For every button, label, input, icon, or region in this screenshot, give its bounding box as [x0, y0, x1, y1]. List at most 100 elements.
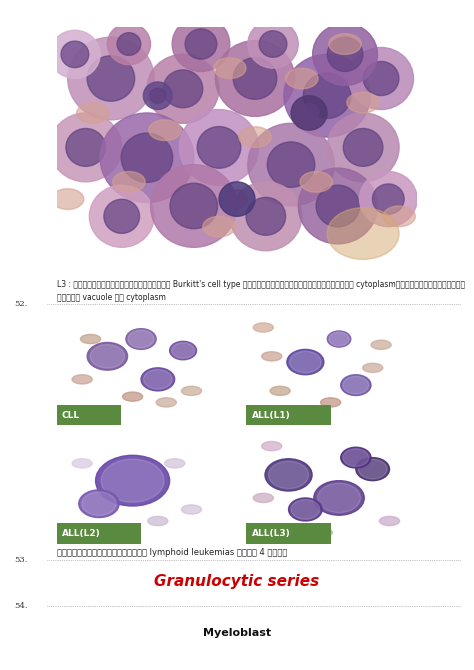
Circle shape: [373, 184, 404, 214]
Text: ALL(L1): ALL(L1): [252, 411, 290, 419]
FancyBboxPatch shape: [246, 523, 331, 544]
Text: ALL(L2): ALL(L2): [62, 529, 100, 538]
Circle shape: [126, 329, 156, 349]
FancyBboxPatch shape: [57, 405, 121, 425]
Circle shape: [230, 182, 302, 251]
Ellipse shape: [327, 208, 399, 259]
Text: ALL(L3): ALL(L3): [252, 529, 290, 538]
Ellipse shape: [329, 34, 361, 54]
Circle shape: [143, 82, 172, 109]
Ellipse shape: [156, 398, 176, 407]
Text: 54.: 54.: [14, 602, 27, 610]
Text: และมี vacuole ใน cytoplasm: และมี vacuole ใน cytoplasm: [57, 293, 166, 302]
Circle shape: [170, 341, 197, 360]
Circle shape: [89, 186, 154, 247]
Circle shape: [327, 38, 363, 72]
Circle shape: [170, 183, 218, 228]
Circle shape: [289, 498, 322, 521]
Circle shape: [141, 368, 174, 391]
Circle shape: [363, 62, 399, 96]
Ellipse shape: [214, 58, 246, 78]
Circle shape: [104, 199, 139, 233]
Circle shape: [356, 458, 390, 480]
Circle shape: [291, 96, 327, 130]
Circle shape: [233, 58, 277, 99]
Circle shape: [66, 129, 106, 166]
Circle shape: [343, 129, 383, 166]
Ellipse shape: [149, 120, 181, 141]
Circle shape: [358, 460, 387, 479]
Circle shape: [259, 31, 287, 58]
Circle shape: [313, 23, 377, 85]
Circle shape: [246, 198, 286, 235]
Circle shape: [150, 88, 166, 103]
Circle shape: [316, 185, 360, 227]
Ellipse shape: [363, 363, 383, 373]
Circle shape: [343, 377, 369, 394]
Circle shape: [269, 461, 309, 488]
Ellipse shape: [164, 459, 185, 468]
Circle shape: [265, 459, 312, 491]
Ellipse shape: [203, 216, 235, 237]
Circle shape: [68, 37, 154, 120]
Circle shape: [90, 344, 125, 368]
Circle shape: [151, 165, 237, 247]
Circle shape: [144, 370, 172, 389]
Circle shape: [248, 20, 298, 68]
Circle shape: [117, 33, 141, 56]
Circle shape: [227, 190, 247, 208]
Circle shape: [50, 30, 100, 78]
Circle shape: [147, 54, 219, 123]
Ellipse shape: [300, 172, 332, 192]
Text: เปรียบเทียบให้เห็น lymphoid leukemias ทั้ง 4 ชนิด: เปรียบเทียบให้เห็น lymphoid leukemias ทั…: [57, 548, 287, 557]
Ellipse shape: [262, 442, 282, 451]
Circle shape: [107, 23, 151, 65]
Ellipse shape: [379, 517, 400, 525]
Circle shape: [219, 182, 255, 216]
Circle shape: [299, 103, 319, 123]
Ellipse shape: [262, 352, 282, 361]
Circle shape: [79, 490, 119, 517]
FancyBboxPatch shape: [57, 523, 141, 544]
Circle shape: [185, 29, 217, 59]
Circle shape: [359, 172, 417, 226]
Circle shape: [248, 123, 334, 206]
Text: CLL: CLL: [62, 411, 80, 419]
Text: L3 : เรียกอีกอย่างหนึ่งว่า Burkitt's cell type มีลักษณะที่เห็นได้ชัดคือ cytoplas: L3 : เรียกอีกอย่างหนึ่งว่า Burkitt's cel…: [57, 280, 465, 289]
FancyBboxPatch shape: [246, 405, 331, 425]
Circle shape: [128, 330, 154, 348]
Ellipse shape: [72, 459, 92, 468]
Circle shape: [349, 48, 413, 109]
Circle shape: [318, 483, 361, 513]
Circle shape: [284, 54, 370, 137]
Circle shape: [100, 113, 194, 202]
Text: 52.: 52.: [14, 300, 27, 308]
Text: Myeloblast: Myeloblast: [203, 628, 271, 638]
Circle shape: [291, 500, 319, 519]
Ellipse shape: [347, 92, 379, 113]
Circle shape: [215, 41, 295, 117]
Circle shape: [121, 133, 173, 182]
Circle shape: [101, 459, 164, 502]
Circle shape: [50, 113, 122, 182]
Circle shape: [298, 168, 377, 244]
Ellipse shape: [148, 517, 168, 525]
Circle shape: [287, 349, 324, 375]
Ellipse shape: [253, 493, 273, 502]
Circle shape: [327, 113, 399, 182]
Circle shape: [290, 351, 321, 373]
Text: Granulocytic series: Granulocytic series: [155, 574, 319, 589]
Ellipse shape: [72, 375, 92, 384]
Circle shape: [303, 73, 351, 119]
Ellipse shape: [371, 340, 391, 349]
Ellipse shape: [286, 68, 318, 89]
Ellipse shape: [77, 103, 109, 123]
Circle shape: [172, 17, 230, 72]
Circle shape: [314, 480, 364, 515]
Circle shape: [341, 448, 371, 468]
Circle shape: [96, 456, 170, 506]
Circle shape: [87, 342, 128, 370]
Ellipse shape: [52, 189, 84, 210]
Ellipse shape: [239, 127, 271, 147]
Circle shape: [329, 332, 349, 346]
